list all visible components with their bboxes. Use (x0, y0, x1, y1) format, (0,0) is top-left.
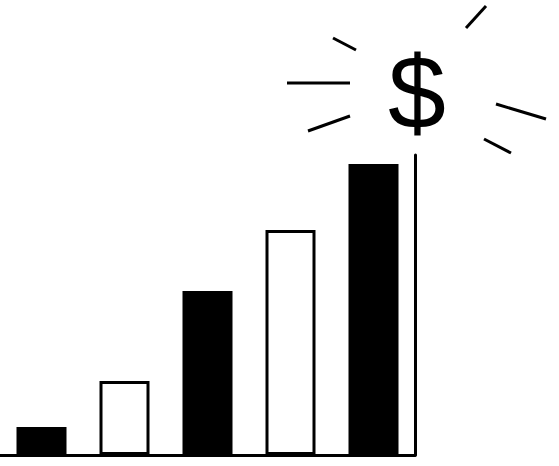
svg-text:$: $ (388, 34, 446, 150)
